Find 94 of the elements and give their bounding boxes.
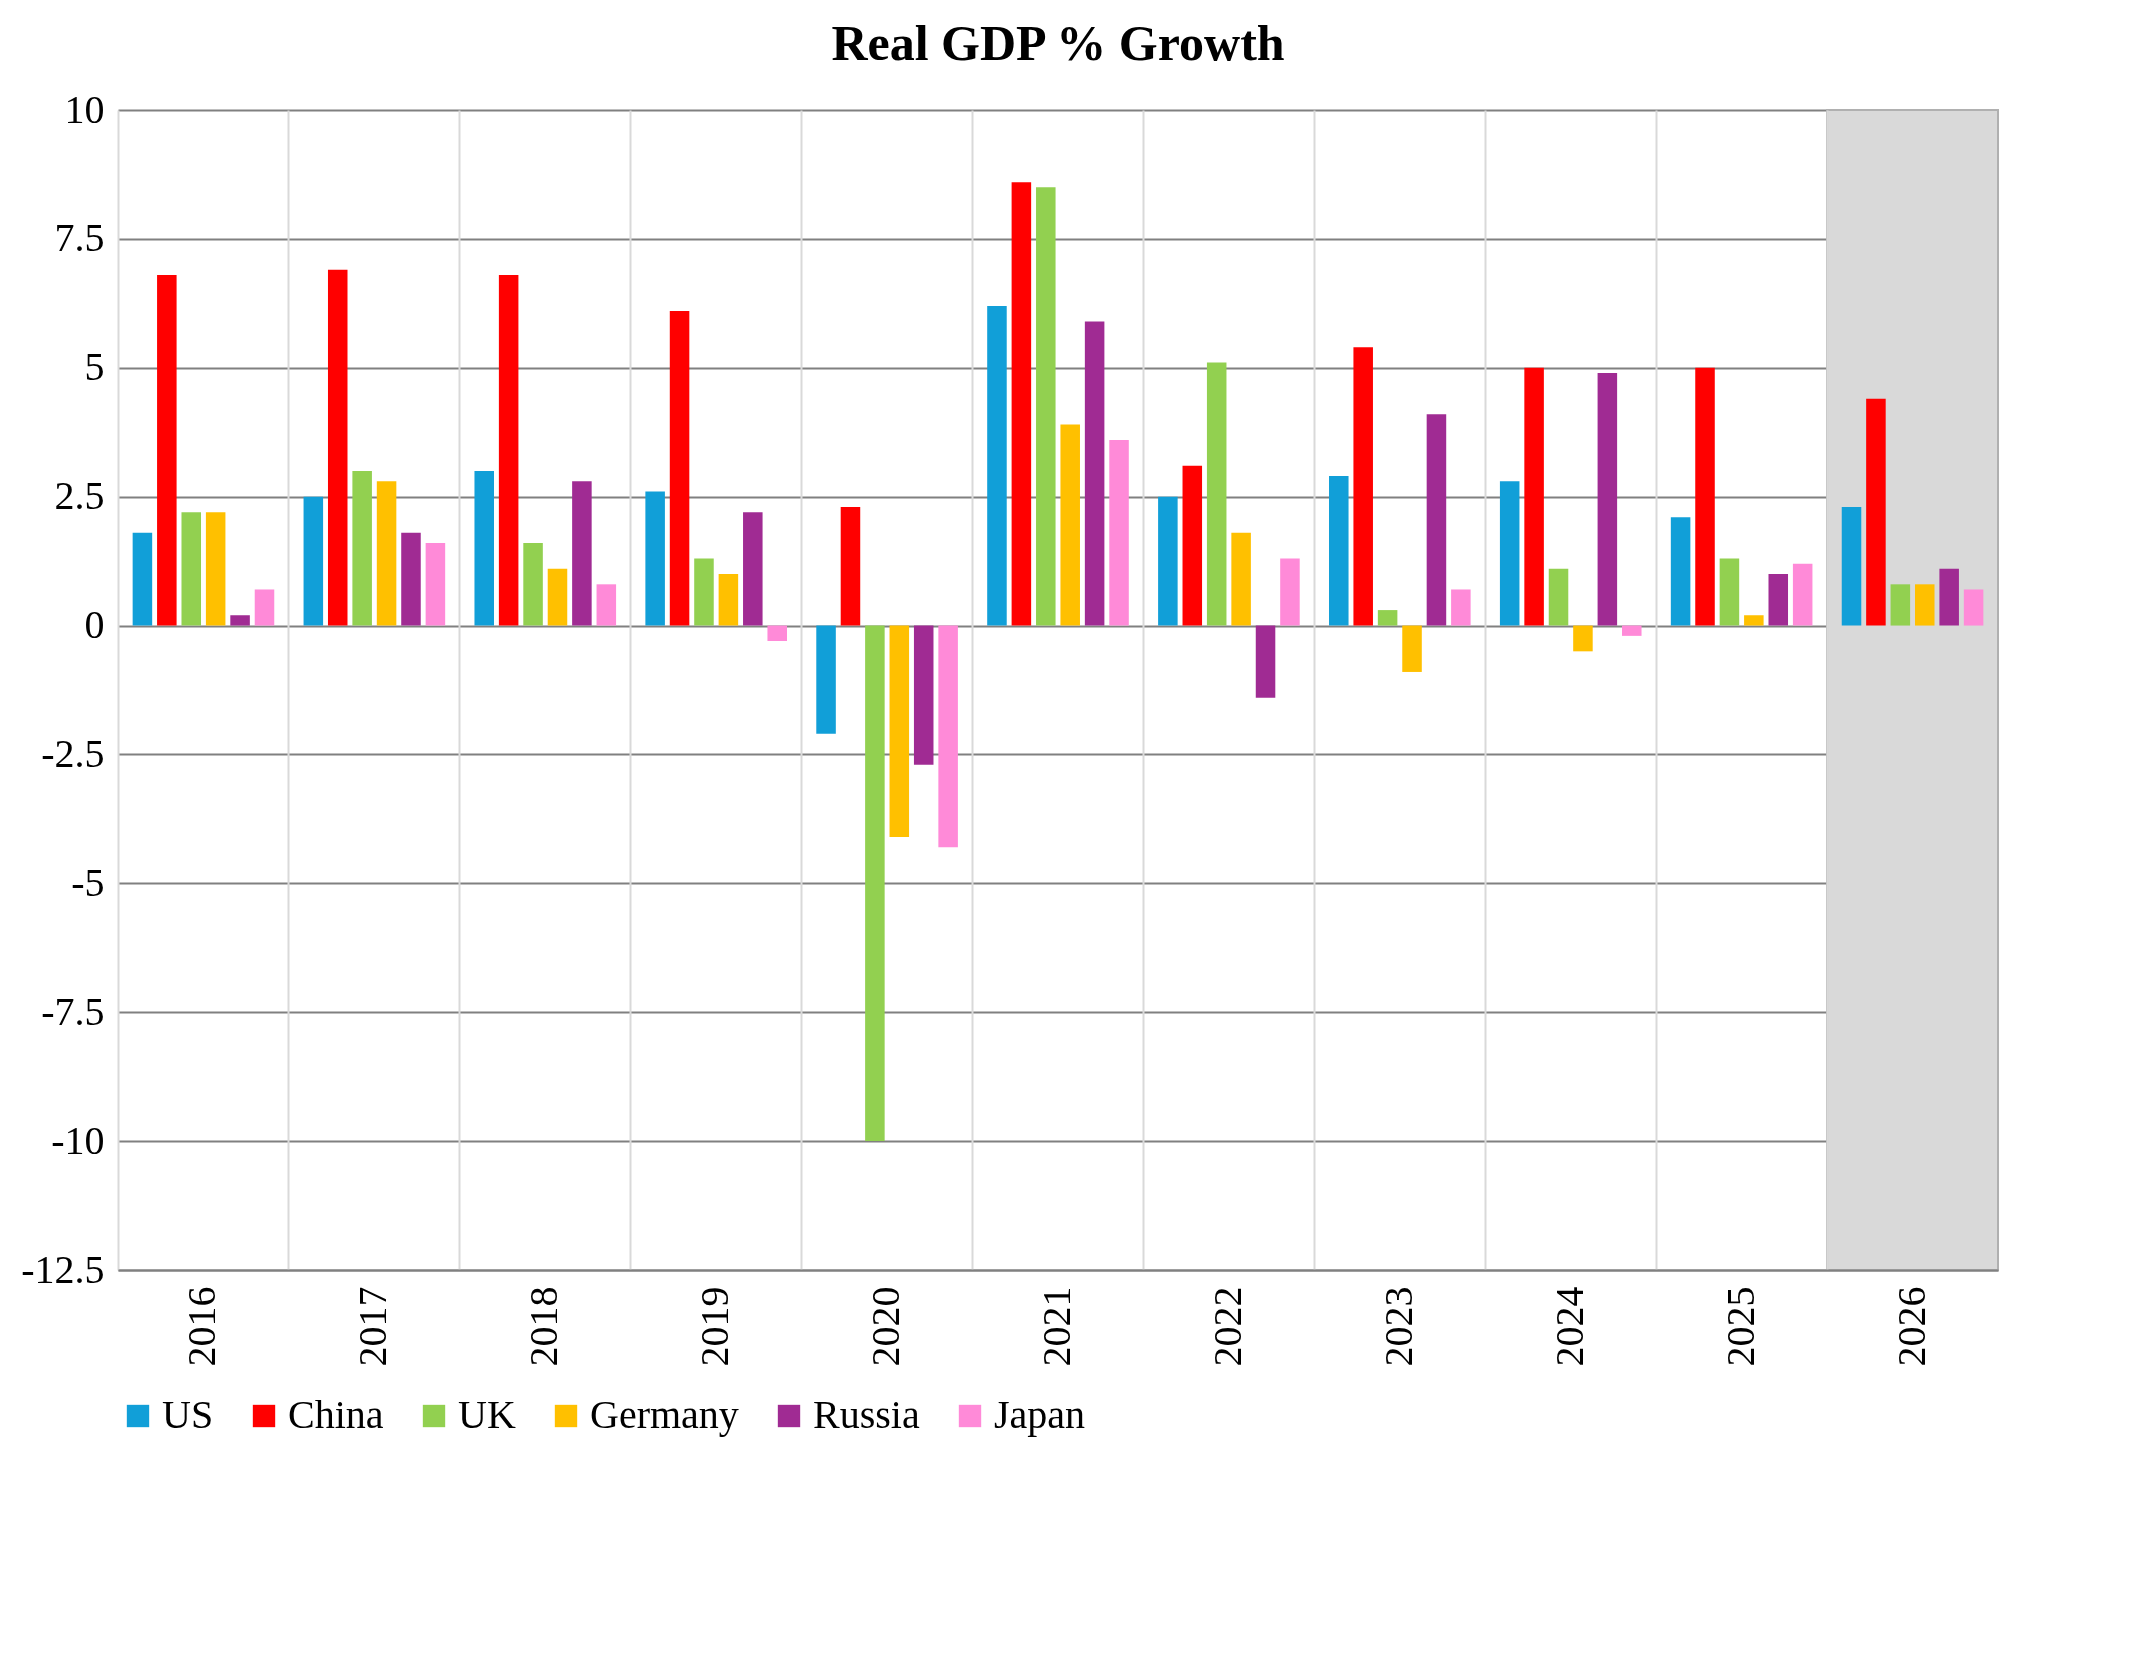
bar: [498, 274, 519, 626]
bar: [401, 532, 421, 626]
bar: [1744, 615, 1764, 626]
bar: [694, 558, 714, 626]
y-tick-label: -2.5: [41, 730, 105, 776]
legend-label: Germany: [590, 1392, 739, 1437]
bar: [1524, 367, 1544, 626]
bar: [1329, 476, 1349, 626]
y-tick-label: -10: [51, 1117, 105, 1163]
bar: [596, 584, 617, 626]
bar: [181, 512, 202, 626]
bar: [1451, 589, 1471, 626]
chart-title: Real GDP % Growth: [831, 15, 1285, 71]
bar: [1060, 424, 1080, 626]
bar: [1206, 362, 1227, 626]
bar: [1377, 610, 1398, 626]
bar: [1695, 367, 1715, 626]
bar: [987, 305, 1007, 626]
bar: [1597, 372, 1618, 626]
bar: [132, 532, 153, 626]
bar: [1670, 517, 1691, 626]
legend-label: UK: [458, 1392, 516, 1437]
bar: [205, 512, 226, 626]
bar: [718, 574, 739, 626]
bar: [1939, 568, 1959, 626]
y-tick-label: -12.5: [21, 1246, 105, 1292]
legend-label: China: [288, 1392, 384, 1437]
y-tick-label: 7.5: [54, 215, 105, 261]
bar: [816, 625, 836, 734]
bar: [1402, 625, 1422, 672]
legend-label: Japan: [994, 1392, 1086, 1437]
x-tick-label: 2016: [179, 1286, 225, 1367]
x-tick-label: 2019: [692, 1286, 738, 1367]
bar: [425, 543, 446, 626]
bar: [1353, 347, 1373, 626]
bar: [1963, 589, 1984, 626]
bar: [1109, 439, 1129, 626]
x-tick-label: 2022: [1204, 1286, 1250, 1367]
bar: [474, 470, 494, 626]
bar: [523, 543, 543, 626]
bar: [938, 625, 958, 848]
bar: [1719, 558, 1740, 626]
x-tick-label: 2025: [1717, 1286, 1763, 1367]
y-tick-label: -7.5: [41, 988, 105, 1034]
bar: [1011, 182, 1032, 626]
bar: [1622, 625, 1642, 636]
bar: [1084, 321, 1105, 626]
bar: [1573, 625, 1593, 652]
y-tick-label: 0: [84, 602, 105, 648]
bar: [669, 311, 690, 626]
bar: [376, 481, 397, 626]
y-tick-label: 5: [84, 344, 105, 390]
bar: [157, 274, 177, 626]
bar: [1866, 398, 1886, 626]
bar: [254, 589, 275, 626]
bar: [1182, 465, 1203, 626]
bar: [1280, 558, 1300, 626]
x-tick-label: 2020: [863, 1286, 909, 1367]
x-tick-label: 2021: [1034, 1286, 1079, 1367]
bar: [1841, 506, 1862, 626]
bar: [1426, 414, 1447, 626]
bar: [1255, 625, 1276, 698]
legend-label: Russia: [813, 1392, 920, 1437]
bar: [865, 625, 885, 1142]
x-tick-label: 2017: [350, 1286, 396, 1367]
x-tick-label: 2023: [1375, 1286, 1421, 1367]
bar: [327, 269, 348, 626]
bar: [1548, 568, 1569, 626]
y-tick-label: 10: [64, 86, 105, 132]
bar: [1890, 584, 1911, 626]
bar: [1499, 481, 1520, 626]
x-tick-label: 2018: [521, 1286, 567, 1367]
bar: [1914, 584, 1935, 626]
bar: [743, 512, 763, 626]
bar: [1158, 496, 1178, 626]
bar: [1768, 574, 1789, 626]
x-tick-label: 2024: [1546, 1286, 1592, 1367]
bar: [767, 625, 787, 642]
bar: [840, 506, 861, 626]
bar: [645, 491, 665, 626]
bar: [889, 625, 910, 837]
bar: [572, 481, 592, 626]
legend-label: US: [162, 1392, 214, 1437]
bar: [352, 470, 372, 626]
bar: [303, 496, 324, 626]
bar: [1036, 187, 1056, 626]
bar: [1792, 563, 1813, 626]
x-tick-label: 2026: [1888, 1286, 1934, 1367]
y-tick-label: 2.5: [54, 473, 105, 519]
bar: [547, 568, 568, 626]
y-tick-label: -5: [71, 859, 105, 905]
bar: [1231, 532, 1251, 626]
bar: [230, 615, 250, 626]
bar: [913, 625, 934, 765]
